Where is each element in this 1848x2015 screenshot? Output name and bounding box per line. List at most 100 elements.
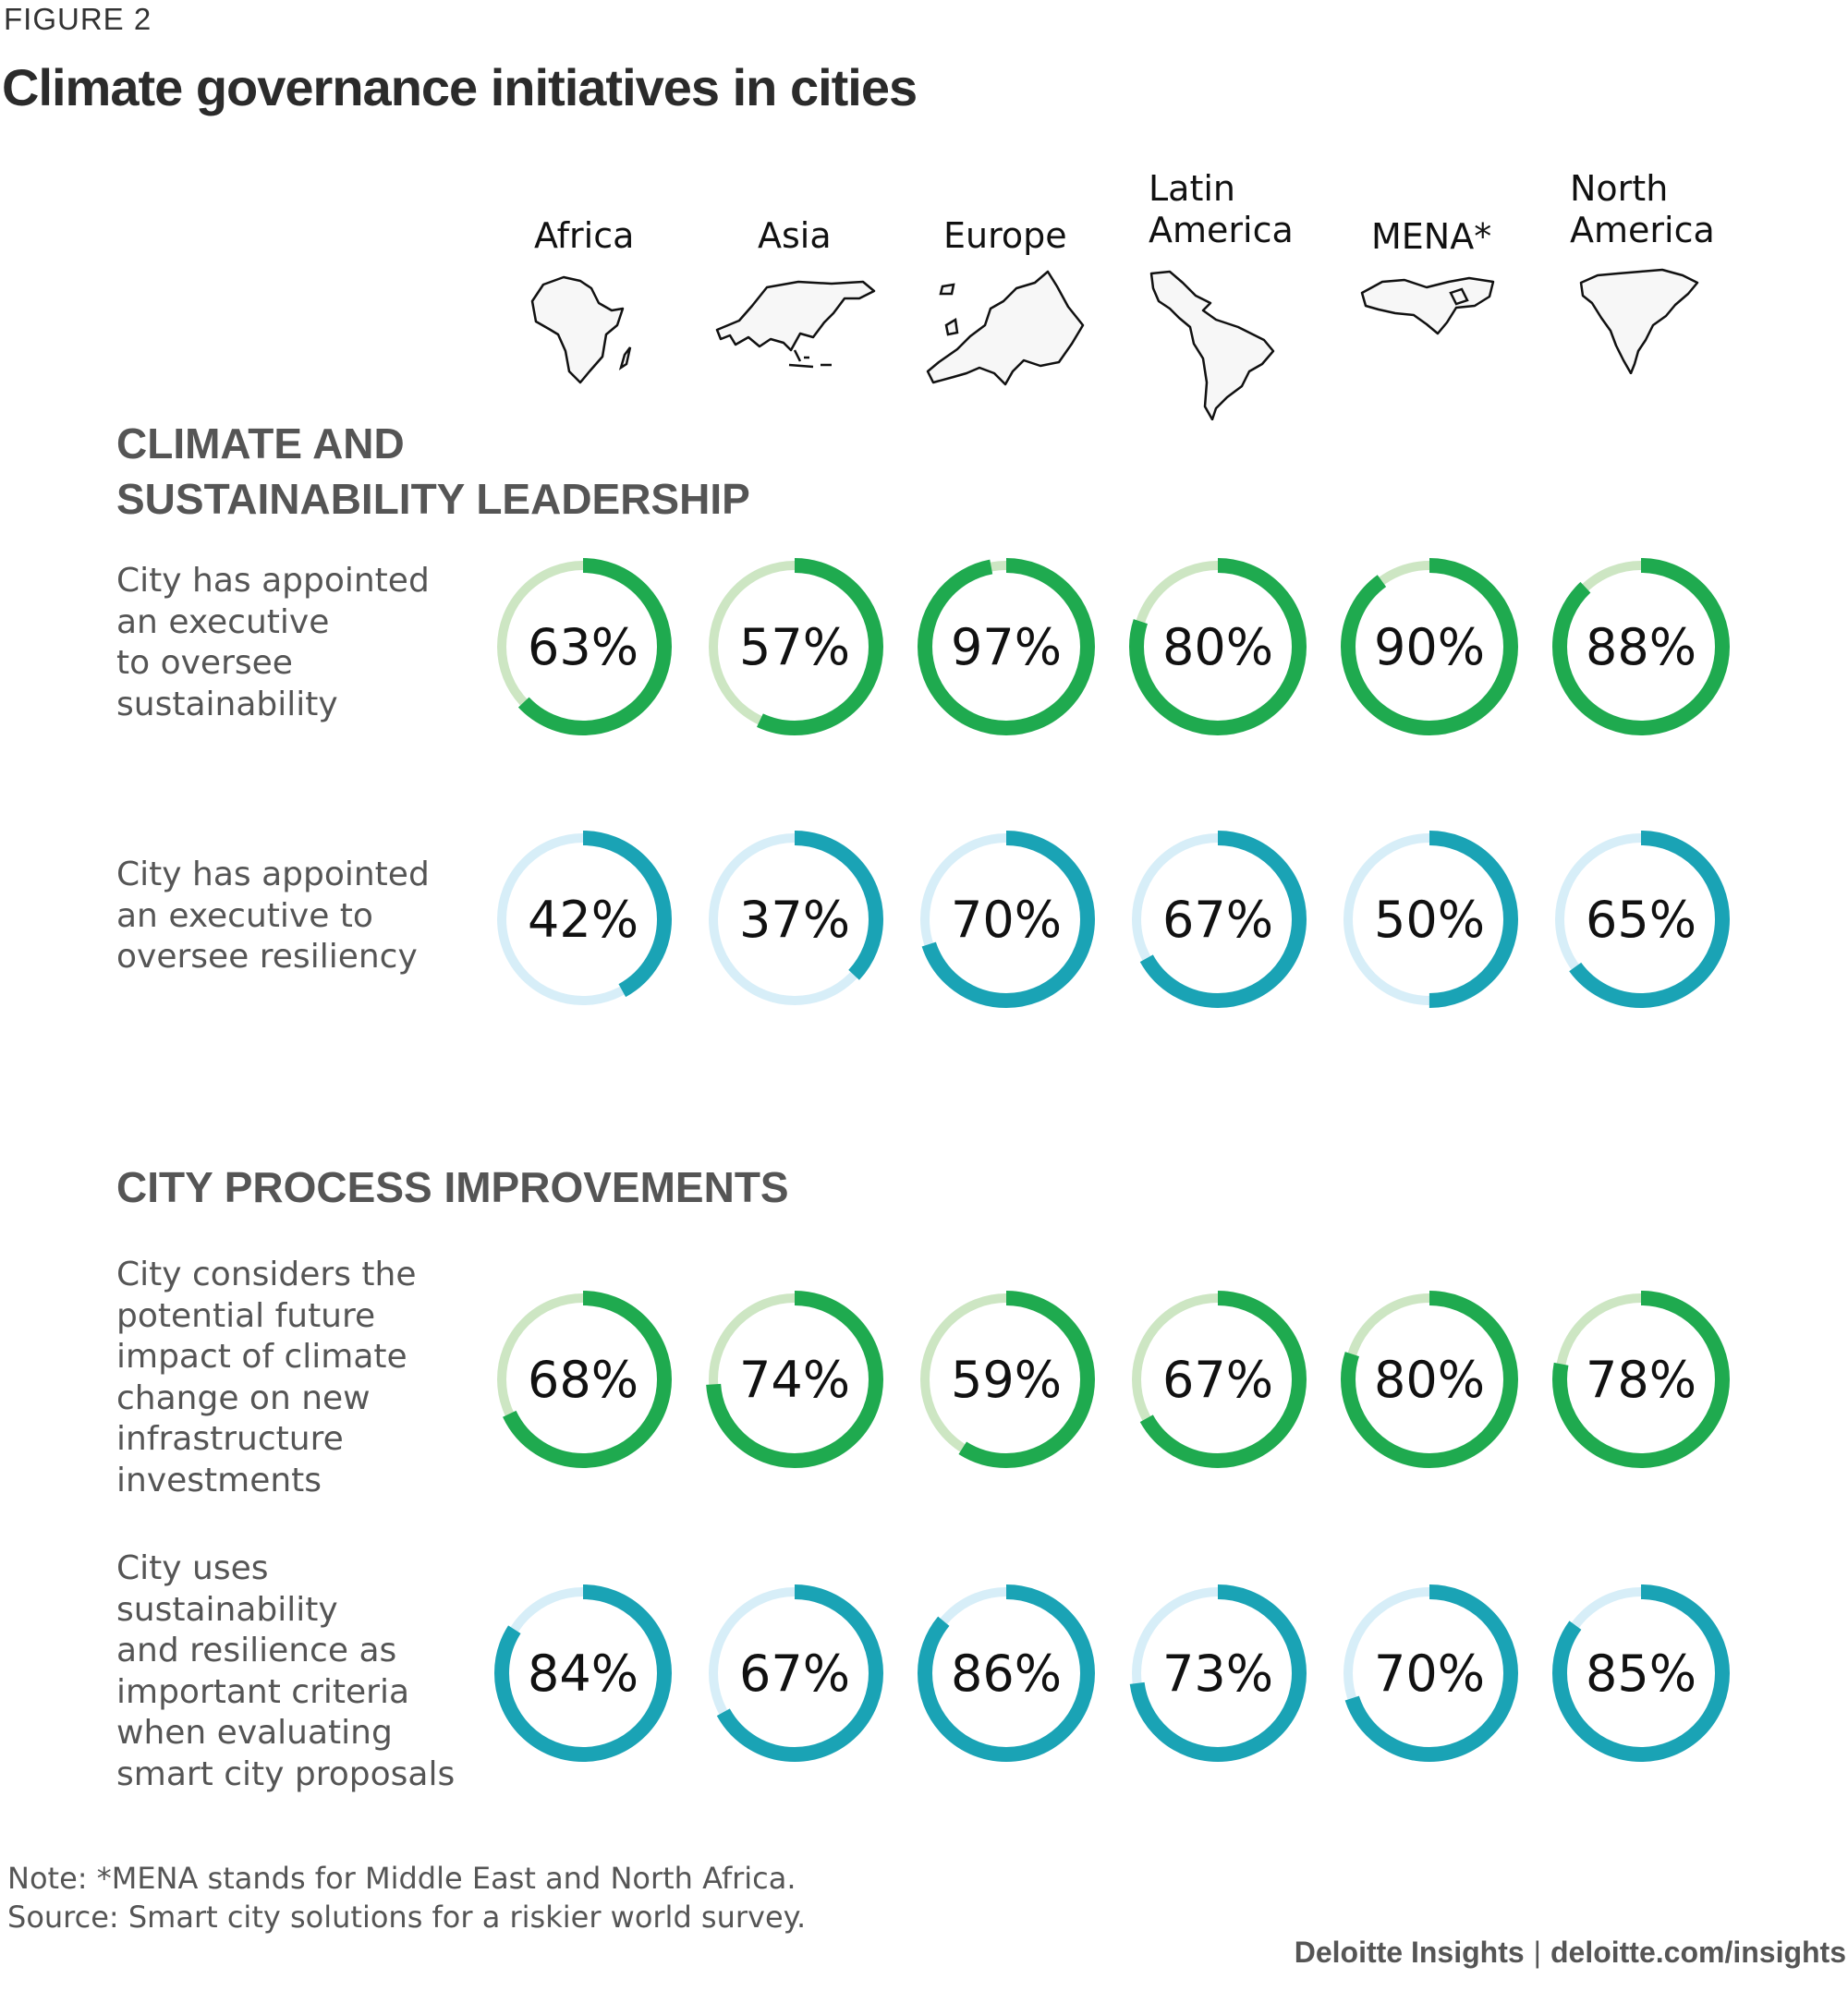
section-title-leadership: CLIMATE AND SUSTAINABILITY LEADERSHIP (116, 416, 750, 527)
region-header-latin-america: Latin America (1149, 168, 1294, 251)
donut-africa-row-2: 42% (494, 831, 672, 1008)
donut-value-arc (706, 558, 883, 735)
north-america-map-icon (1579, 268, 1699, 374)
region-header-line: America (1570, 210, 1715, 250)
region-header-north-america: North America (1570, 168, 1715, 251)
credit-separator: | (1533, 1936, 1541, 1969)
donut-value-label: 90% (1374, 618, 1485, 676)
donut-europe-row-3: 59% (918, 1291, 1095, 1468)
row-label-line: an executive (116, 602, 330, 641)
region-header-line: Latin (1149, 168, 1235, 209)
donut-value-arc (1129, 831, 1307, 1008)
donut-value-arc (1129, 1584, 1307, 1762)
region-header-line: Africa (534, 215, 635, 256)
region-header-asia: Asia (758, 215, 832, 257)
section-title-line: CITY PROCESS IMPROVEMENTS (116, 1163, 789, 1211)
donut-value-arc (706, 831, 883, 1008)
row-label-line: important criteria (116, 1672, 410, 1711)
donut-value-arc (918, 1291, 1095, 1468)
donut-latin-america-row-3: 67% (1129, 1291, 1307, 1468)
donut-europe-row-4: 86% (918, 1584, 1095, 1762)
row-label-line: investments (116, 1461, 322, 1499)
latin-america-map-icon (1149, 270, 1275, 420)
donut-value-arc (1552, 558, 1730, 735)
donut-value-label: 86% (951, 1645, 1062, 1703)
donut-europe-row-1: 97% (918, 558, 1095, 735)
donut-value-label: 80% (1162, 618, 1273, 676)
donut-value-arc (1129, 558, 1307, 735)
donut-value-label: 59% (951, 1351, 1062, 1409)
europe-map-icon (926, 270, 1085, 386)
footnote-source: Source: Smart city solutions for a riski… (7, 1900, 807, 1935)
donut-value-label: 74% (739, 1351, 850, 1409)
donut-value-arc (706, 1584, 883, 1762)
donut-value-label: 65% (1586, 891, 1696, 949)
region-header-line: Asia (758, 215, 832, 256)
row-label-line: when evaluating (116, 1714, 393, 1752)
donut-value-arc (494, 1584, 672, 1762)
credit-url: deloitte.com/insights (1550, 1936, 1846, 1969)
donut-value-arc (1341, 1584, 1518, 1762)
donut-value-label: 37% (739, 891, 850, 949)
donut-africa-row-1: 63% (494, 558, 672, 735)
donut-latin-america-row-2: 67% (1129, 831, 1307, 1008)
row-label-line: potential future (116, 1296, 376, 1335)
mena-map-icon (1360, 276, 1495, 335)
row-label-climate-impact-infrastructure: City considers the potential future impa… (116, 1255, 505, 1501)
section-title-line: CLIMATE AND (116, 419, 405, 467)
donut-value-label: 57% (739, 618, 850, 676)
donut-value-label: 88% (1586, 618, 1696, 676)
row-label-line: and resilience as (116, 1632, 397, 1669)
row-label-line: City uses (116, 1549, 269, 1587)
row-label-line: City has appointed (116, 562, 430, 600)
donut-value-arc (918, 831, 1095, 1008)
donut-north-america-row-2: 65% (1552, 831, 1730, 1008)
donut-value-arc (494, 831, 672, 1008)
donut-value-label: 63% (528, 618, 638, 676)
donut-latin-america-row-1: 80% (1129, 558, 1307, 735)
donut-value-label: 67% (1162, 1351, 1273, 1409)
donut-value-arc (1552, 1291, 1730, 1468)
asia-map-icon (715, 280, 876, 369)
donut-mena-row-1: 90% (1341, 558, 1518, 735)
donut-mena-row-2: 50% (1341, 831, 1518, 1008)
donut-value-arc (1341, 831, 1518, 1008)
donut-value-label: 70% (951, 891, 1062, 949)
donut-north-america-row-1: 88% (1552, 558, 1730, 735)
donut-north-america-row-3: 78% (1552, 1291, 1730, 1468)
donut-value-arc (1552, 831, 1730, 1008)
row-label-resiliency-executive: City has appointed an executive to overs… (116, 855, 505, 978)
row-label-line: City has appointed (116, 856, 430, 893)
footnote-note: Note: *MENA stands for Middle East and N… (7, 1861, 796, 1896)
donut-asia-row-1: 57% (706, 558, 883, 735)
region-header-europe: Europe (943, 215, 1067, 257)
donut-value-label: 84% (528, 1645, 638, 1703)
row-label-line: an executive to (116, 896, 373, 935)
donut-value-arc (1129, 1291, 1307, 1468)
section-title-process: CITY PROCESS IMPROVEMENTS (116, 1159, 789, 1215)
donut-africa-row-4: 84% (494, 1584, 672, 1762)
donut-value-arc (1341, 1291, 1518, 1468)
row-label-line: impact of climate (116, 1338, 407, 1376)
row-label-line: to oversee (116, 644, 293, 682)
donut-mena-row-4: 70% (1341, 1584, 1518, 1762)
region-header-line: MENA* (1371, 216, 1492, 257)
region-header-line: Europe (943, 215, 1067, 256)
row-label-line: smart city proposals (116, 1754, 456, 1793)
donut-value-label: 70% (1374, 1645, 1485, 1703)
donut-value-arc (918, 1584, 1095, 1762)
donut-value-label: 50% (1374, 891, 1485, 949)
donut-value-arc (494, 1291, 672, 1468)
donut-asia-row-2: 37% (706, 831, 883, 1008)
donut-north-america-row-4: 85% (1552, 1584, 1730, 1762)
donut-latin-america-row-4: 73% (1129, 1584, 1307, 1762)
africa-map-icon (530, 275, 632, 384)
row-label-line: sustainability (116, 685, 338, 723)
row-label-line: City considers the (116, 1256, 417, 1293)
donut-europe-row-2: 70% (918, 831, 1095, 1008)
row-label-line: oversee resiliency (116, 938, 418, 976)
figure-label: FIGURE 2 (4, 2, 152, 36)
donut-value-arc (1341, 558, 1518, 735)
region-header-mena: MENA* (1371, 216, 1491, 258)
